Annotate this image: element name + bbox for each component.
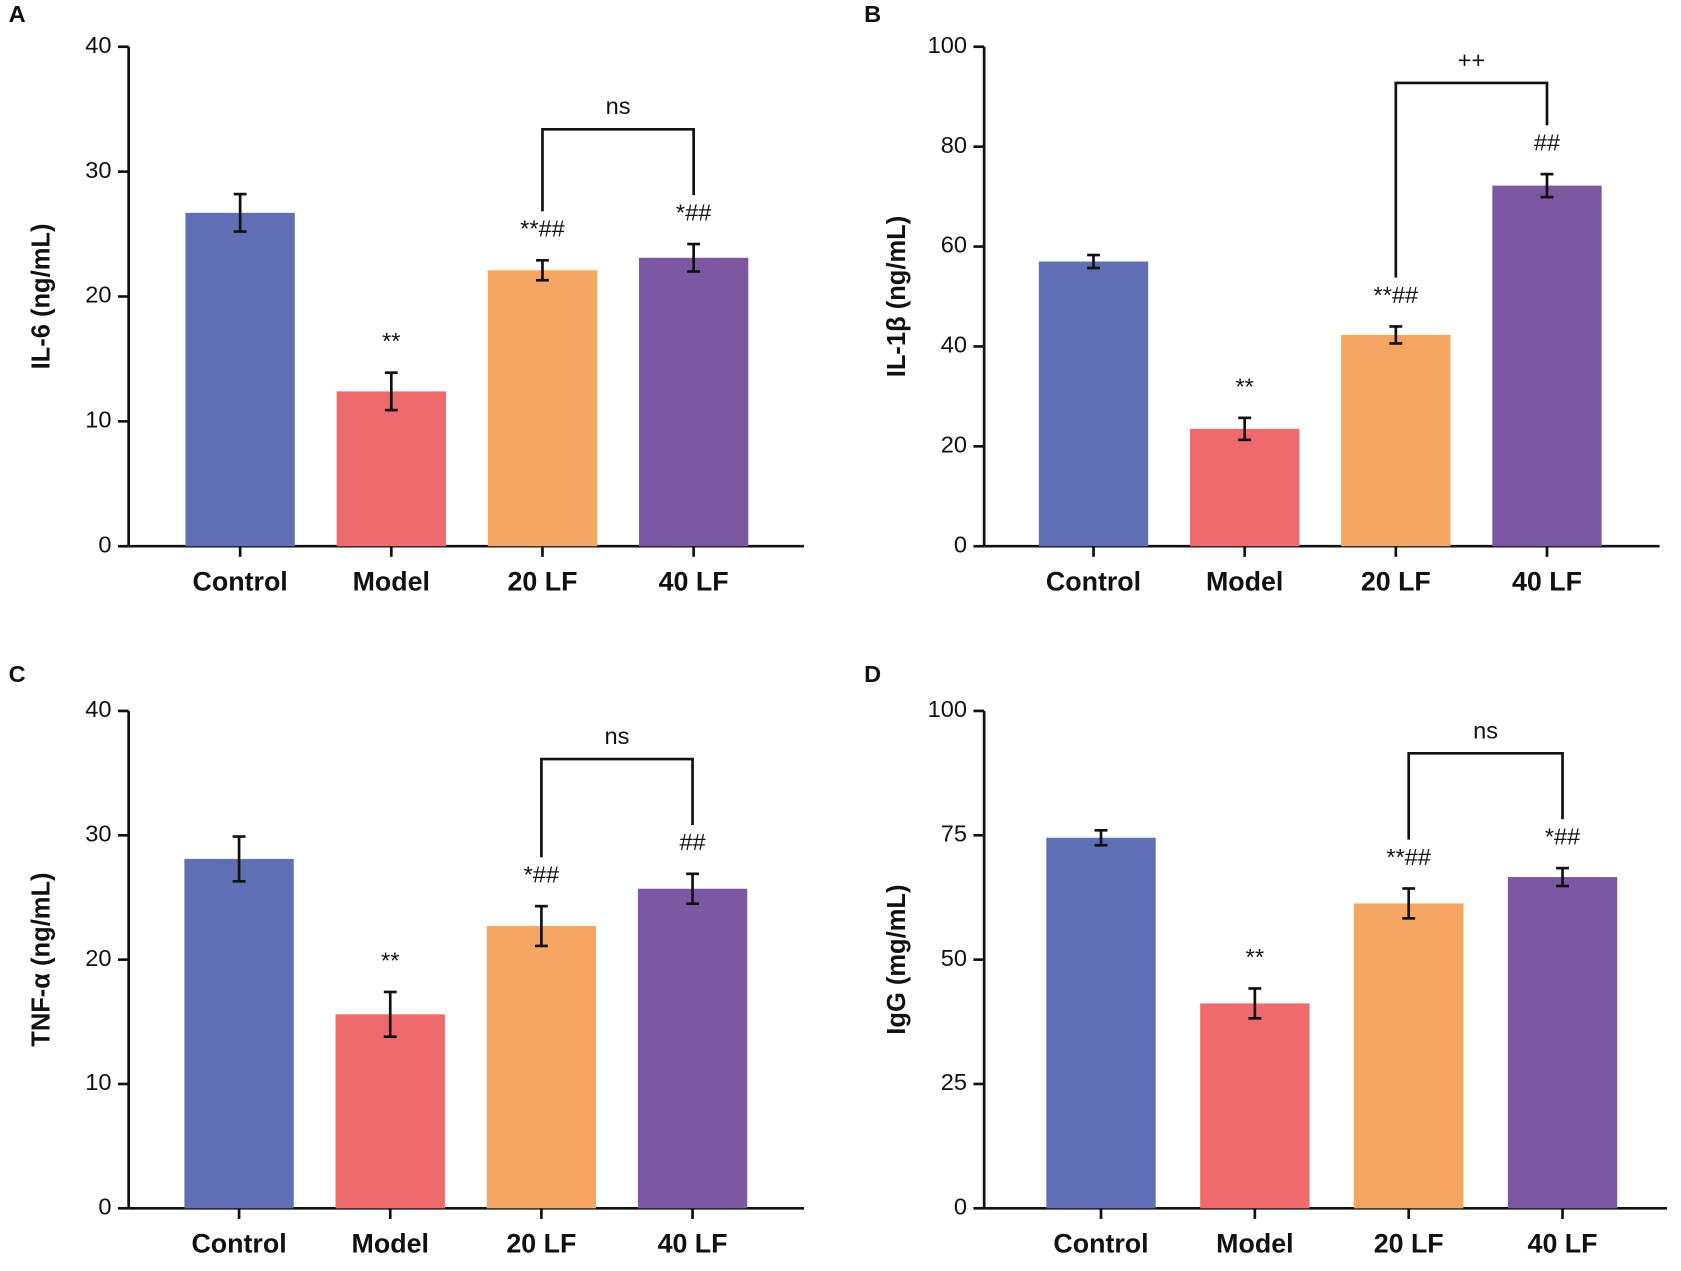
y-tick-label: 40: [85, 696, 111, 722]
x-tick-label: 20 LF: [1361, 567, 1431, 597]
bar: [1200, 1003, 1310, 1209]
bar: [486, 926, 597, 1209]
x-tick-label: 40 LF: [1528, 1229, 1598, 1259]
x-tick-label: 40 LF: [659, 567, 729, 597]
error-bar: [686, 872, 699, 906]
x-tick-label: Control: [191, 1229, 286, 1259]
y-axis-label: IgG (mg/mL): [883, 885, 911, 1035]
error-bar: [1556, 866, 1569, 888]
y-tick-label: 0: [98, 1194, 111, 1220]
x-tick-label: 40 LF: [1512, 567, 1582, 597]
error-bar: [1094, 828, 1108, 847]
bar: [1046, 837, 1156, 1209]
bracket: [1394, 81, 1549, 278]
y-tick-label: 40: [941, 332, 967, 358]
bar: [1341, 334, 1451, 547]
error-bar: [1238, 416, 1252, 442]
bar: [1492, 185, 1602, 547]
bracket: [540, 757, 694, 858]
bracket-label: ++: [1458, 47, 1486, 73]
significance-label: *##: [1545, 824, 1580, 850]
y-tick-label: 30: [85, 821, 111, 847]
significance-label: **##: [520, 216, 565, 242]
error-bar: [536, 258, 549, 282]
y-axis-label: TNF-α (ng/mL): [28, 872, 56, 1046]
bracket: [541, 127, 695, 212]
significance-label: **##: [1386, 844, 1431, 870]
panel-label: B: [864, 1, 881, 27]
significance-label: ##: [679, 829, 705, 855]
y-tick-label: 10: [85, 1069, 111, 1095]
error-bar: [1402, 887, 1416, 920]
error-bar: [232, 835, 246, 883]
y-tick-label: 50: [941, 945, 967, 971]
y-tick-label: 0: [954, 532, 967, 558]
significance-label: *##: [524, 862, 559, 888]
y-axis-label: IL-6 (ng/mL): [28, 224, 56, 370]
x-tick-label: 20 LF: [507, 567, 577, 597]
bar: [1189, 428, 1300, 547]
significance-label: **: [1246, 944, 1264, 970]
x-tick-label: Model: [352, 1229, 429, 1259]
bar: [487, 270, 598, 547]
significance-label: ##: [1534, 130, 1560, 156]
bar: [185, 212, 295, 547]
x-tick-label: Model: [1216, 1229, 1293, 1259]
y-tick-label: 0: [98, 532, 111, 558]
significance-label: **: [381, 947, 399, 973]
panel-label: D: [864, 661, 881, 687]
error-bar: [1087, 253, 1100, 270]
error-bar: [534, 904, 548, 948]
x-tick-label: Model: [353, 567, 430, 597]
y-tick-label: 20: [85, 945, 111, 971]
x-tick-label: Model: [1206, 567, 1283, 597]
y-tick-label: 100: [928, 696, 967, 722]
bar: [638, 257, 749, 547]
panel-label: A: [9, 1, 26, 27]
y-tick-label: 100: [928, 32, 967, 58]
y-tick-label: 0: [954, 1194, 967, 1220]
y-tick-label: 40: [85, 32, 111, 58]
bar: [1354, 903, 1464, 1209]
error-bar: [233, 192, 247, 233]
y-tick-label: 20: [941, 432, 967, 458]
error-bar: [384, 371, 398, 412]
error-bar: [1540, 172, 1554, 199]
error-bar: [1389, 325, 1403, 345]
bar: [637, 888, 748, 1209]
bar: [336, 391, 446, 547]
bracket-label: ns: [605, 723, 630, 749]
x-tick-label: 20 LF: [506, 1229, 576, 1259]
significance-label: **: [1235, 373, 1253, 399]
significance-label: **##: [1374, 282, 1419, 308]
x-tick-label: Control: [193, 567, 288, 597]
y-tick-label: 10: [85, 407, 111, 433]
y-axis-label: IL-1β (ng/mL): [883, 216, 911, 377]
y-tick-label: 30: [85, 157, 111, 183]
significance-label: **: [382, 328, 400, 354]
error-bar: [383, 990, 397, 1039]
y-tick-label: 20: [85, 282, 111, 308]
x-tick-label: Control: [1053, 1229, 1148, 1259]
bar: [335, 1014, 445, 1209]
x-tick-label: 40 LF: [658, 1229, 728, 1259]
bar: [1507, 877, 1618, 1209]
bracket: [1407, 752, 1564, 840]
y-tick-label: 75: [941, 821, 967, 847]
bracket-label: ns: [606, 93, 631, 119]
x-tick-label: Control: [1046, 567, 1141, 597]
significance-label: *##: [676, 200, 711, 226]
error-bar: [687, 242, 701, 273]
y-tick-label: 60: [941, 232, 967, 258]
error-bar: [1248, 987, 1262, 1020]
panel-label: C: [9, 661, 26, 687]
bar: [1038, 261, 1149, 547]
bracket-label: ns: [1473, 717, 1498, 743]
y-tick-label: 80: [941, 132, 967, 158]
bar: [184, 858, 294, 1209]
x-tick-label: 20 LF: [1374, 1229, 1444, 1259]
y-tick-label: 25: [941, 1069, 967, 1095]
